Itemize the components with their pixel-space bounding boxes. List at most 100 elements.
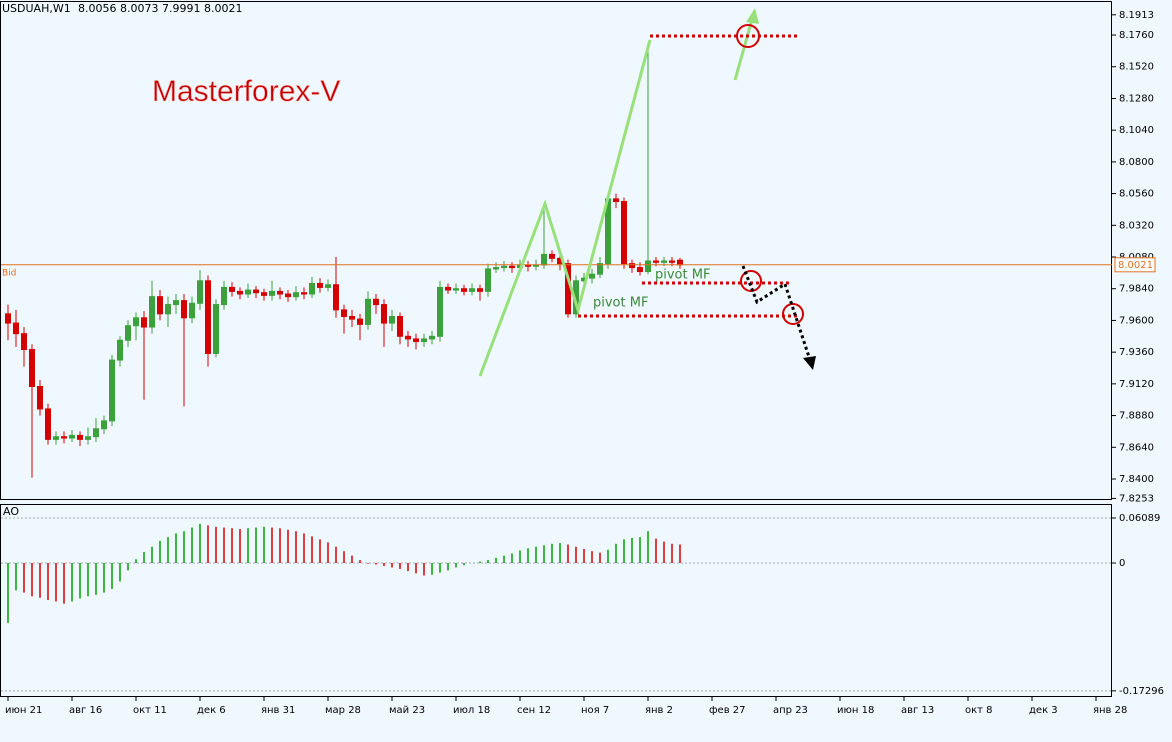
candle-body [661,260,667,263]
candle-body [341,309,347,317]
up-arrow [733,15,755,81]
y-tick-label: 8.1520 [1119,62,1154,73]
y-tick-label: 0.06089 [1119,513,1160,524]
candle-body [317,282,323,288]
bid-label: Bid [2,268,16,278]
x-tick-label: янв 28 [1093,705,1127,716]
y-tick-label: 8.1760 [1119,30,1154,41]
y-tick-label: 7.9840 [1119,284,1154,295]
y-tick-label: 8.1913 [1119,10,1154,21]
candle-body [77,434,83,440]
y-tick-label: 7.8640 [1119,442,1154,453]
candle-body [453,288,459,291]
candle-body [621,201,627,265]
candle-body [221,286,227,306]
candle-body [5,313,11,324]
candle-body [29,349,35,387]
candle-body [141,317,147,328]
candle-body [493,267,499,270]
x-tick-label: мар 28 [325,705,361,716]
y-tick-label: 8.1280 [1119,93,1154,104]
candle-body [157,296,163,315]
candle-body [117,339,123,361]
candle-body [381,304,387,324]
y-tick-label: 7.8253 [1119,493,1154,504]
y-tick-label: 8.1040 [1119,125,1154,136]
candle-body [109,359,115,422]
candle-body [501,265,507,269]
watermark: Masterforex-V [152,75,340,108]
y-tick-label: 8.0320 [1119,220,1154,231]
candle-body [629,263,635,269]
y-tick-label: 0 [1119,558,1125,569]
candle-body [189,302,195,319]
candle-body [13,322,19,335]
candle-body [253,289,259,294]
candle-body [45,408,51,440]
candle-body [165,304,171,315]
candle-body [645,260,651,273]
main-pane-frame [0,1,1112,500]
candle-body [429,335,435,340]
candle-body [333,284,339,311]
y-tick-label: -0.17296 [1119,686,1164,697]
x-tick-label: фев 27 [709,705,746,716]
y-tick-label: 7.8880 [1119,411,1154,422]
candle-body [125,325,131,341]
y-tick-label: 7.9360 [1119,347,1154,358]
x-tick-label: ноя 7 [581,705,609,716]
candle-body [549,253,555,259]
candle-body [389,315,395,324]
candle-body [349,315,355,320]
candle-body [85,436,91,440]
header-open: 8.0056 [78,2,117,15]
candle-body [197,280,203,304]
candle-body [357,318,363,325]
y-tick-label: 8.0560 [1119,189,1154,200]
circle-marker [736,24,760,48]
header-high: 8.0073 [120,2,159,15]
y-tick-label: 7.9600 [1119,315,1154,326]
candle-body [405,335,411,340]
candle-body [205,280,211,354]
down-arrow-head [803,356,816,370]
candle-body [637,267,643,273]
candle-body [173,300,179,306]
ao-title: AO [3,505,19,518]
candle-body [309,282,315,295]
header-low: 7.9991 [162,2,201,15]
candle-body [485,268,491,292]
candle-body [677,259,683,266]
y-tick-label: 7.9120 [1119,379,1154,390]
x-tick-label: янв 31 [261,705,295,716]
header-close: 8.0021 [204,2,243,15]
candle-body [613,198,619,203]
candle-body [37,385,43,410]
bid-price-label: 8.0021 [1118,260,1153,271]
down-arrow [741,265,812,361]
candle-body [261,292,267,296]
candle-body [69,434,75,439]
candle-body [397,315,403,337]
candle-body [301,292,307,295]
candle-body [181,300,187,319]
candle-body [245,289,251,295]
x-tick-label: авг 16 [69,705,102,716]
x-tick-label: июн 18 [837,705,874,716]
x-tick-label: май 23 [389,705,425,716]
candle-body [477,288,483,292]
candle-body [509,265,515,269]
candle-body [21,333,27,351]
candle-body [469,288,475,292]
candle-body [365,298,371,325]
candle-body [149,296,155,328]
candle-body [237,290,243,295]
candle-body [285,293,291,298]
candle-body [213,304,219,354]
candle-body [325,284,331,288]
x-tick-label: окт 11 [133,705,167,716]
circle-marker [782,303,804,325]
pivot-label: pivot MF [593,296,648,311]
